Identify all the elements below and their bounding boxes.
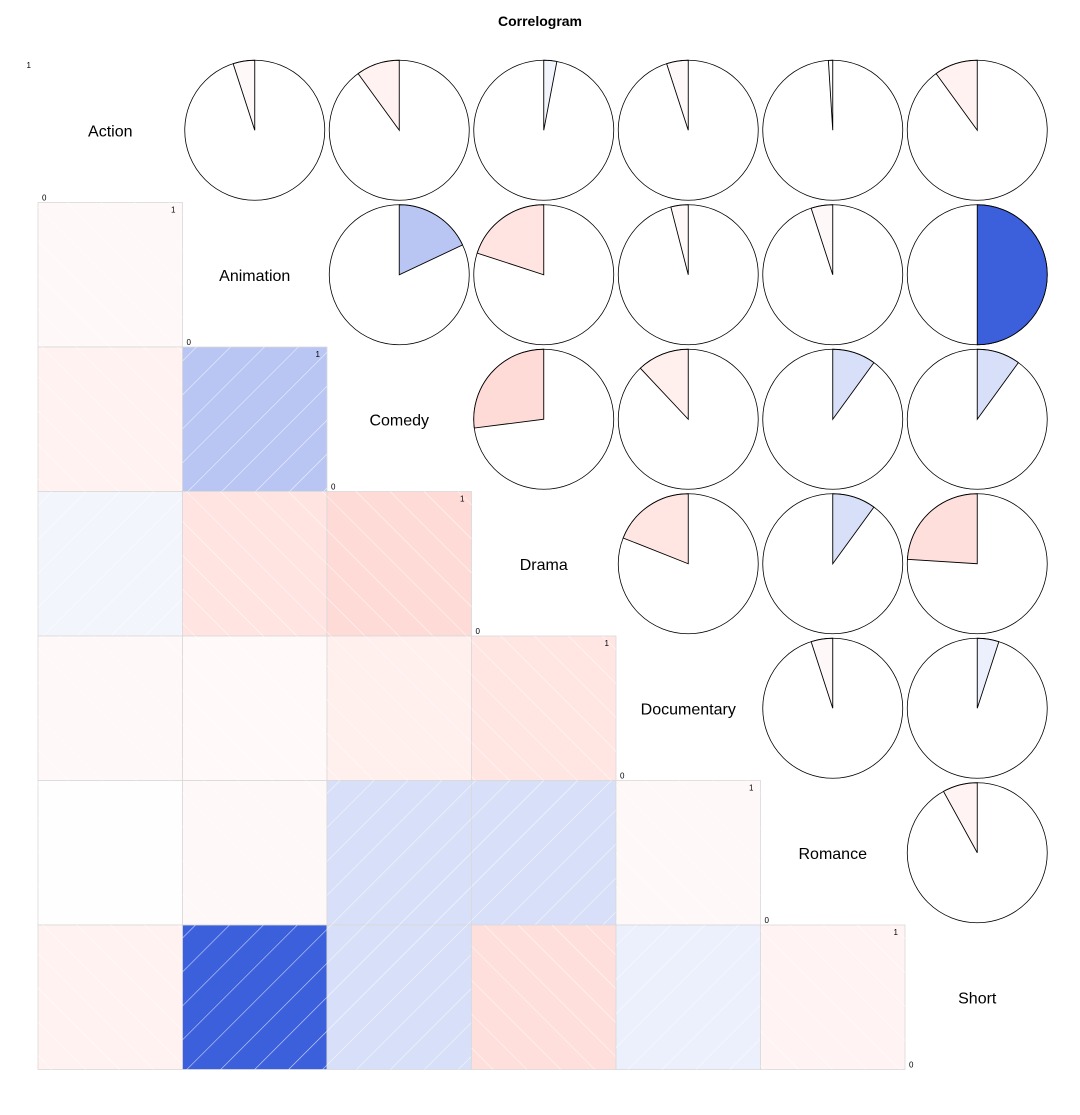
diagonal-cell-short: Short 1 0	[894, 928, 997, 1070]
pie-cell-animation-romance	[762, 204, 904, 346]
range-max-label: 1	[749, 784, 754, 793]
diagonal-cell-action: Action 1 0	[27, 61, 133, 203]
pie-slice	[622, 493, 689, 565]
shade-cell-short-documentary	[615, 924, 761, 1070]
pie-slice	[232, 59, 256, 131]
pie-cell-drama-romance	[762, 493, 904, 635]
range-min-label: 0	[765, 916, 770, 925]
pie-cell-comedy-drama	[473, 348, 615, 490]
pie-cell-animation-short	[906, 204, 1048, 346]
pie-slice	[827, 59, 834, 131]
shade-cell-short-romance	[760, 924, 906, 1070]
variable-label: Romance	[799, 846, 868, 863]
shade-cell-drama-action	[37, 491, 183, 637]
pie-slice	[473, 348, 545, 429]
shade-cell-comedy-animation	[182, 346, 328, 492]
pie-cell-comedy-short	[906, 348, 1048, 490]
pie-cell-drama-short	[906, 493, 1048, 635]
diagonal-panel: Action10Animation10Comedy10Drama10Docume…	[27, 61, 997, 1070]
shade-cell-short-animation	[182, 924, 328, 1070]
shade-cell-short-action	[37, 924, 183, 1070]
shade-cell-comedy-action	[37, 346, 183, 492]
shade-cell-documentary-drama	[471, 635, 617, 781]
pie-cell-animation-comedy	[328, 204, 470, 346]
shade-cell-romance-action	[37, 780, 183, 926]
pie-slice	[935, 59, 978, 132]
pie-slice	[357, 59, 400, 132]
range-max-label: 1	[894, 928, 899, 937]
range-max-label: 1	[27, 61, 32, 70]
pie-slice	[976, 204, 1048, 346]
variable-label: Short	[958, 990, 997, 1007]
shade-cell-short-comedy	[326, 924, 472, 1070]
pie-cell-romance-short	[906, 782, 1048, 924]
pie-cell-documentary-short	[906, 637, 1048, 779]
shade-cell-short-drama	[471, 924, 617, 1070]
pie-cell-action-documentary	[617, 59, 759, 201]
variable-label: Drama	[520, 557, 568, 574]
pie-slice	[976, 348, 1020, 421]
range-min-label: 0	[331, 483, 336, 492]
pie-cell-comedy-documentary	[617, 348, 759, 490]
shade-cell-documentary-comedy	[326, 635, 472, 781]
range-min-label: 0	[187, 338, 192, 347]
pie-slice	[543, 59, 558, 131]
range-max-label: 1	[605, 639, 610, 648]
pie-slice	[639, 348, 689, 421]
pie-slice	[832, 493, 875, 566]
variable-label: Animation	[219, 268, 290, 285]
diagonal-cell-animation: Animation 1 0	[171, 206, 290, 348]
pie-slice	[666, 59, 689, 131]
range-min-label: 0	[909, 1061, 914, 1070]
range-max-label: 1	[171, 206, 176, 215]
variable-label: Documentary	[641, 701, 736, 718]
diagonal-cell-comedy: Comedy 1 0	[316, 350, 429, 492]
shade-cell-romance-comedy	[326, 780, 472, 926]
chart-title: Correlogram	[498, 13, 582, 29]
shade-cell-animation-action	[37, 202, 183, 348]
pie-slice	[942, 782, 978, 853]
pie-cell-drama-documentary	[617, 493, 759, 635]
pie-cell-animation-drama	[473, 204, 615, 346]
variable-label: Comedy	[369, 412, 429, 429]
pie-cell-action-comedy	[328, 59, 470, 201]
shade-cell-drama-comedy	[326, 491, 472, 637]
pie-cell-comedy-romance	[762, 348, 904, 490]
pie-slice	[476, 204, 545, 276]
pie-cell-action-romance	[762, 59, 904, 201]
shade-cell-romance-animation	[182, 780, 328, 926]
pie-cell-action-drama	[473, 59, 615, 201]
pie-slice	[976, 637, 1000, 709]
pie-slice	[398, 204, 464, 276]
diagonal-cell-romance: Romance 1 0	[749, 784, 867, 926]
variable-label: Action	[88, 123, 132, 140]
pie-cell-documentary-romance	[762, 637, 904, 779]
range-min-label: 0	[42, 194, 47, 203]
pie-cell-action-animation	[184, 59, 326, 201]
pie-slice	[810, 637, 834, 709]
pie-cell-animation-documentary	[617, 204, 759, 346]
shade-cell-drama-animation	[182, 491, 328, 637]
diagonal-cell-drama: Drama 1 0	[460, 495, 568, 637]
range-min-label: 0	[620, 772, 625, 781]
diagonal-cell-documentary: Documentary 1 0	[605, 639, 736, 781]
shade-cell-romance-drama	[471, 780, 617, 926]
range-max-label: 1	[460, 495, 465, 504]
pie-slice	[832, 348, 875, 421]
shade-cell-documentary-animation	[182, 635, 328, 781]
shade-cell-romance-documentary	[615, 780, 761, 926]
pie-slice	[810, 204, 834, 275]
pie-slice	[670, 204, 689, 275]
range-max-label: 1	[316, 350, 321, 359]
shade-cell-documentary-action	[37, 635, 183, 781]
upper-panel	[184, 59, 1048, 924]
pie-cell-action-short	[906, 59, 1048, 201]
range-min-label: 0	[476, 627, 481, 636]
pie-slice	[906, 493, 978, 565]
lower-panel	[37, 202, 906, 1070]
